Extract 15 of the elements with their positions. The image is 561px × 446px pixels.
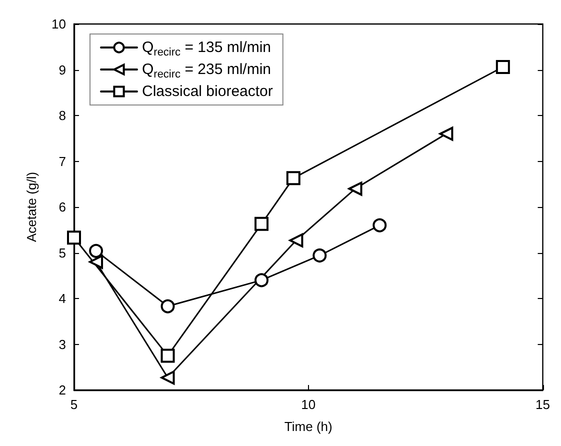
y-tick-label: 9 bbox=[58, 62, 66, 78]
y-tick-label: 6 bbox=[58, 200, 66, 214]
y-tick-label: 3 bbox=[58, 336, 66, 352]
x-tick-label: 10 bbox=[301, 397, 316, 412]
y-tick-label: 4 bbox=[58, 291, 66, 306]
x-tick-label: 15 bbox=[536, 397, 550, 412]
x-tick-label: 5 bbox=[70, 397, 78, 412]
y-tick-label: 10 bbox=[52, 16, 66, 32]
y-tick-label: 8 bbox=[58, 108, 66, 123]
x-axis-title: Time (h) bbox=[284, 419, 332, 434]
y-tick-label: 5 bbox=[58, 245, 66, 260]
y-axis-title: Acetate (g/l) bbox=[24, 172, 39, 242]
y-tick-label: 7 bbox=[58, 154, 66, 169]
legend-label: Classical bioreactor bbox=[142, 83, 273, 100]
y-tick-label: 2 bbox=[58, 382, 66, 398]
